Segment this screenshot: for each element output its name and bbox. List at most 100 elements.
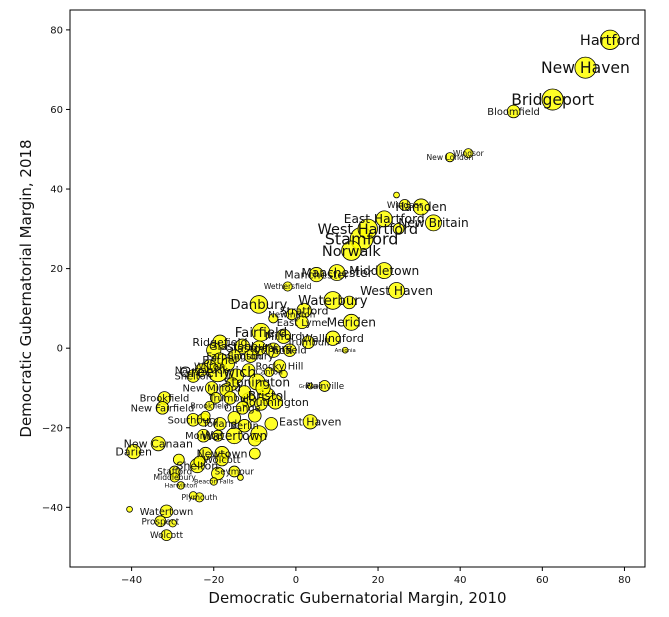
data-point [200,410,211,421]
data-point-label: Plainville [305,382,344,392]
y-tick-label: −20 [42,423,63,434]
data-point-label: New Britain [398,216,469,230]
data-point [375,210,393,228]
data-point-label: Trumbull [208,393,252,404]
data-point-label: Greenwich [179,365,256,381]
data-point-label: Trumbull [286,338,330,349]
data-point [264,367,275,378]
data-point-label: Seymour [215,468,255,478]
data-point-label: Norwalk [322,244,381,260]
data-point [225,427,243,445]
data-point-label: Wethersfield [264,282,312,291]
data-point-label: Monroe [185,431,222,442]
x-axis-ticks: −40 −20 0 20 40 60 80 [121,567,631,586]
data-point [375,262,393,280]
data-point-label: Stonington [224,375,291,389]
data-point [193,455,206,468]
data-point-label: Manchester [284,268,349,281]
data-point [267,394,283,410]
x-axis-label: Democratic Gubernatorial Margin, 2010 [208,589,506,607]
data-point [235,401,250,415]
data-point-label: Beacon Falls [194,478,234,486]
data-point [169,472,180,483]
data-point [204,400,215,411]
data-point-label: Glastonbury [225,342,293,355]
data-point [211,466,225,481]
data-point-label: Bridgeport [511,91,594,109]
x-tick-label: 60 [536,575,549,586]
data-point [248,432,262,447]
data-point-label: Wolcott [150,531,184,541]
data-point-label: Griswold [299,384,322,390]
data-point [255,380,271,396]
data-point-label: Simsbury [228,352,274,363]
data-point-label: West Haven [360,284,433,298]
data-point [237,474,244,481]
data-point [160,529,173,542]
data-point-label: Vernon [254,344,292,357]
data-point-label: Newington [268,310,315,320]
data-point [254,397,268,411]
data-point [357,218,378,239]
data-point-label: Rocky Hill [256,362,304,373]
data-point [412,198,430,216]
data-point-label: Stratford [280,304,329,317]
x-tick-label: 20 [372,575,385,586]
data-point [285,308,298,321]
data-point-label: Windsor [387,201,423,211]
data-point [150,436,166,452]
y-tick-label: −40 [42,503,63,514]
data-point [392,222,405,235]
data-point [318,380,331,392]
data-point-label: Fairfield [235,326,287,341]
data-point-label: Shelton [176,459,218,472]
data-point [444,152,455,163]
data-point-label: Wolcott [203,455,240,466]
data-point-label: East Hartford [344,212,425,226]
data-point [295,315,309,330]
data-point [154,515,167,528]
data-point [325,330,341,346]
data-point [541,88,564,111]
data-point [388,282,405,299]
x-tick-label: 40 [454,575,467,586]
data-point-label: West Hartford [317,222,418,238]
data-point-label: East Lyme [277,318,328,329]
data-point-label: New London [427,153,474,162]
data-point-label: Danbury [230,298,287,313]
x-tick-label: 0 [293,575,299,586]
x-tick-label: 80 [618,575,631,586]
data-point-label: New Fairfield [131,403,195,414]
data-point [279,369,288,379]
data-point-label: Canton [256,368,283,377]
data-point [248,447,261,460]
data-point-label: Plymouth [181,493,217,502]
data-point [264,417,278,431]
data-point [237,385,252,399]
data-point [308,267,324,283]
data-point [425,214,442,232]
data-point [302,414,318,430]
data-point [599,29,621,50]
data-point-label: Harwinton [164,482,197,490]
data-point-label: Stamford [325,229,399,248]
data-point-label: Naugatuck [175,366,229,377]
y-tick-label: 40 [50,185,63,196]
data-point-label: Prospect [141,517,179,527]
data-point [209,477,218,486]
data-point-label: New Haven [541,59,630,77]
data-point-label: Middlebury [154,473,197,482]
data-point-label: Bethel [202,354,237,367]
data-point [393,191,400,199]
data-point [228,465,241,478]
data-point [282,281,293,292]
data-point-label: Farmington [206,352,262,363]
data-point-label: Wallingford [302,332,364,345]
data-point [506,104,521,119]
data-point-label: Middletown [349,264,419,278]
data-point [341,240,362,261]
data-point [186,369,200,383]
data-point [268,313,279,324]
